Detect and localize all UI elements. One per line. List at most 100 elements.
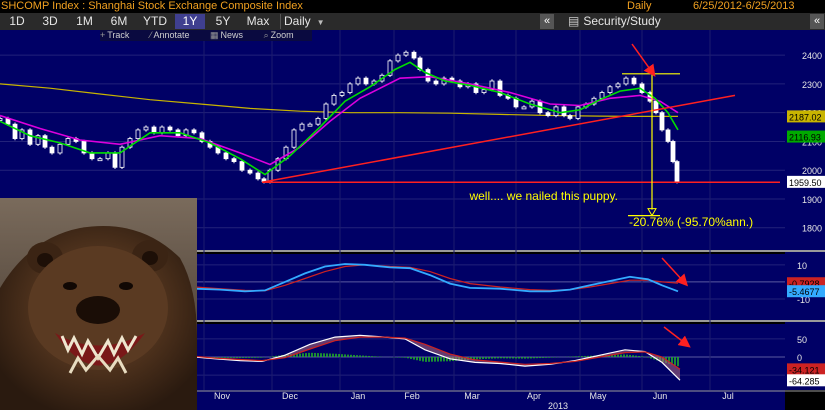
candle-body — [403, 51, 409, 56]
candle-body — [670, 141, 676, 162]
y-tick-label: 2000 — [802, 166, 822, 176]
range-button-1m[interactable]: 1M — [76, 14, 93, 28]
macd-series — [194, 263, 679, 293]
range-button-3d[interactable]: 3D — [42, 14, 58, 28]
candle-body — [395, 54, 401, 62]
x-axis: Nov Dec Jan Feb Mar Apr May Jun Jul 2013 — [214, 391, 734, 410]
x-year-label: 2013 — [548, 401, 568, 410]
candle-body — [105, 152, 111, 160]
candle-body — [355, 77, 361, 85]
candle-body — [411, 51, 417, 59]
oscillator-series — [194, 334, 681, 381]
candle-body — [425, 69, 431, 82]
trendline — [261, 94, 736, 184]
security-title: SHCOMP Index : Shanghai Stock Exchange C… — [1, 0, 303, 12]
candle-body — [81, 141, 87, 154]
price-series — [0, 50, 680, 184]
osc-fast-value-tag-bg — [787, 374, 825, 387]
y-tick-label: 1900 — [802, 195, 822, 205]
grid-lines — [0, 30, 785, 390]
range-button-5y[interactable]: 5Y — [215, 14, 231, 28]
candle-body — [623, 77, 629, 85]
plus-icon: + — [100, 30, 106, 40]
x-tick-label: Jan — [351, 391, 366, 401]
y-axis: 1800190020002100220023002400100-10500-50… — [787, 51, 825, 387]
ma-long-value-tag: 2187.02 — [789, 112, 822, 122]
magnifier-icon: ⌕ — [263, 30, 269, 40]
axis-bg — [785, 30, 825, 390]
candle-body — [89, 152, 95, 160]
y-tick-label: 10 — [797, 261, 807, 271]
news-tool[interactable]: ▦ News — [210, 30, 252, 40]
range-button-max[interactable]: Max — [246, 14, 270, 28]
signal-value-tag: -0.7928 — [789, 279, 820, 289]
candle-body — [567, 115, 573, 119]
candle-body — [521, 106, 527, 110]
x-axis-bg — [197, 390, 785, 410]
interval-dropdown[interactable]: Daily ▼ — [280, 14, 325, 29]
candle-body — [575, 106, 581, 119]
range-button-1y[interactable]: 1Y — [175, 14, 205, 29]
candle-body — [674, 161, 680, 183]
candle-body — [231, 158, 237, 162]
candle-body — [665, 129, 671, 142]
candle-body — [387, 60, 393, 76]
annotation-lines — [261, 73, 780, 217]
candle-body — [19, 129, 25, 139]
ma-long-value-tag-bg — [787, 110, 825, 123]
candle-body — [299, 123, 305, 131]
candle-body — [323, 103, 329, 119]
candle-body — [49, 146, 55, 154]
range-button-1d[interactable]: 1D — [9, 14, 25, 28]
x-tick-label: Jun — [653, 391, 668, 401]
candle-body — [12, 123, 18, 139]
candle-body — [159, 126, 165, 134]
candle-body — [97, 158, 103, 162]
osc-fast-value-tag: -64.285 — [789, 376, 820, 386]
annotate-tool[interactable]: ⁄ Annotate — [150, 30, 199, 40]
candle-body — [315, 118, 321, 125]
annotate-label: Annotate — [153, 30, 190, 40]
candle-body — [255, 172, 261, 180]
zoom-tool[interactable]: ⌕ Zoom — [264, 30, 303, 40]
candle-body — [481, 89, 487, 93]
candle-body — [347, 83, 353, 93]
collapse-button[interactable]: « — [540, 14, 554, 29]
candle-body — [223, 152, 229, 160]
annotation-text: well.... we nailed this puppy. — [468, 189, 618, 203]
track-tool[interactable]: + Track — [100, 30, 138, 40]
range-button-ytd[interactable]: YTD — [143, 14, 167, 28]
chart-area: 1800190020002100220023002400100-10500-50… — [0, 30, 825, 410]
ma-short-line — [0, 61, 679, 176]
interval-label: Daily — [284, 14, 311, 28]
track-label: Track — [107, 30, 130, 40]
security-study-button[interactable]: ▤ Security/Study — [568, 14, 661, 29]
down-arrow-icon — [661, 257, 689, 287]
down-arrow-icon — [631, 43, 656, 77]
range-button-6m[interactable]: 6M — [110, 14, 128, 28]
x-tick-label: Mar — [464, 391, 480, 401]
candle-body — [331, 95, 337, 105]
periodicity-label: Daily — [627, 0, 652, 12]
candle-body — [653, 100, 659, 114]
x-tick-label: Feb — [404, 391, 420, 401]
candle-body — [112, 152, 118, 168]
candle-body — [239, 161, 245, 171]
panel-toggle-button[interactable]: « — [810, 14, 824, 29]
candle-body — [247, 169, 253, 174]
candle-body — [659, 112, 665, 131]
candle-body — [0, 118, 3, 121]
ma-long-line — [0, 83, 678, 117]
candle-body — [119, 146, 125, 168]
y-tick-label: 1800 — [802, 224, 822, 234]
candle-body — [307, 123, 313, 127]
candle-body — [57, 143, 63, 154]
candle-body — [35, 135, 41, 145]
oscillator-slow-line — [194, 336, 681, 370]
chevron-down-icon: ▼ — [316, 18, 325, 27]
oscillator-fast-line — [194, 334, 681, 381]
zoom-label: Zoom — [270, 30, 294, 40]
ma-mid-line — [0, 75, 679, 166]
y-tick-label: 50 — [797, 335, 807, 345]
osc-slow-value-tag-bg — [787, 363, 825, 376]
